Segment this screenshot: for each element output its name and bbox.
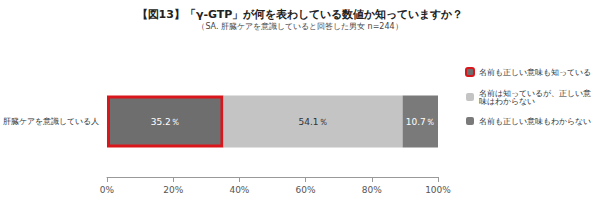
svg-text:名前は知っているが、正しい意: 名前は知っているが、正しい意 <box>479 88 591 98</box>
svg-text:名前も正しい意味もわからない: 名前も正しい意味もわからない <box>479 117 591 126</box>
svg-text:80%: 80% <box>362 185 382 195</box>
svg-text:54.1％: 54.1％ <box>299 117 328 127</box>
svg-text:（SA. 肝臓ケアを意識していると回答した男女 n=244）: （SA. 肝臓ケアを意識していると回答した男女 n=244） <box>197 22 402 31</box>
svg-text:名前も正しい意味も知っている: 名前も正しい意味も知っている <box>479 68 591 77</box>
svg-text:0%: 0% <box>100 185 115 195</box>
svg-text:肝臓ケアを意識している人: 肝臓ケアを意識している人 <box>3 117 99 126</box>
svg-text:100%: 100% <box>425 185 451 195</box>
svg-text:10.7％: 10.7％ <box>406 117 435 127</box>
svg-text:【図13】「γ-GTP」が何を表わしている数値か知っています: 【図13】「γ-GTP」が何を表わしている数値か知っていますか？ <box>137 8 464 21</box>
svg-text:60%: 60% <box>296 185 316 195</box>
svg-text:20%: 20% <box>163 185 183 195</box>
svg-text:40%: 40% <box>229 185 249 195</box>
svg-text:35.2％: 35.2％ <box>151 117 180 127</box>
svg-text:味はわからない: 味はわからない <box>479 97 535 106</box>
